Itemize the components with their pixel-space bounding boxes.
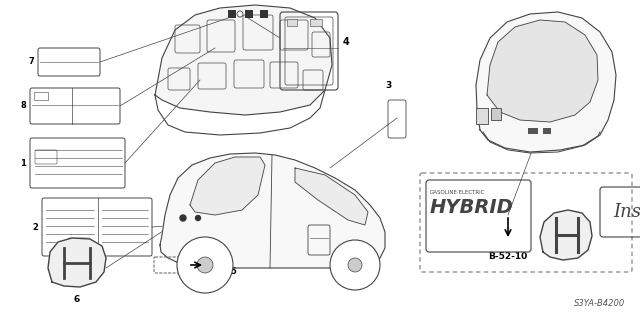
Polygon shape — [155, 5, 332, 115]
Circle shape — [336, 246, 374, 284]
Circle shape — [183, 243, 227, 287]
Bar — [491, 108, 501, 120]
Bar — [245, 10, 253, 18]
Text: 6: 6 — [74, 295, 80, 304]
Bar — [528, 128, 538, 134]
Bar — [34, 92, 48, 100]
Circle shape — [197, 257, 213, 273]
Circle shape — [177, 237, 233, 293]
Text: B-60: B-60 — [208, 258, 230, 267]
Bar — [310, 19, 322, 26]
Bar — [228, 10, 236, 18]
Polygon shape — [540, 210, 592, 260]
Polygon shape — [295, 168, 368, 225]
Text: 2: 2 — [32, 222, 38, 231]
Circle shape — [195, 215, 200, 220]
Polygon shape — [190, 157, 265, 215]
Bar — [287, 19, 297, 26]
Text: Insight: Insight — [613, 203, 640, 221]
Text: 3: 3 — [385, 81, 391, 90]
Text: 7: 7 — [28, 58, 34, 67]
Circle shape — [330, 240, 380, 290]
Circle shape — [180, 215, 186, 221]
Text: BOP-5: BOP-5 — [208, 267, 237, 276]
Text: GASOLINE·ELECTRIC: GASOLINE·ELECTRIC — [430, 190, 486, 195]
Text: 4: 4 — [343, 37, 349, 47]
Polygon shape — [476, 12, 616, 152]
Polygon shape — [160, 153, 385, 268]
Text: 8: 8 — [20, 101, 26, 110]
Polygon shape — [48, 238, 106, 287]
Bar — [476, 108, 488, 124]
Text: 1: 1 — [20, 158, 26, 167]
Text: S3YA-B4200: S3YA-B4200 — [573, 299, 625, 308]
Polygon shape — [487, 20, 598, 122]
Text: B-52-10: B-52-10 — [488, 252, 527, 261]
Bar — [543, 128, 551, 134]
Bar — [260, 10, 268, 18]
Circle shape — [348, 258, 362, 272]
Text: HYBRID: HYBRID — [430, 198, 514, 217]
